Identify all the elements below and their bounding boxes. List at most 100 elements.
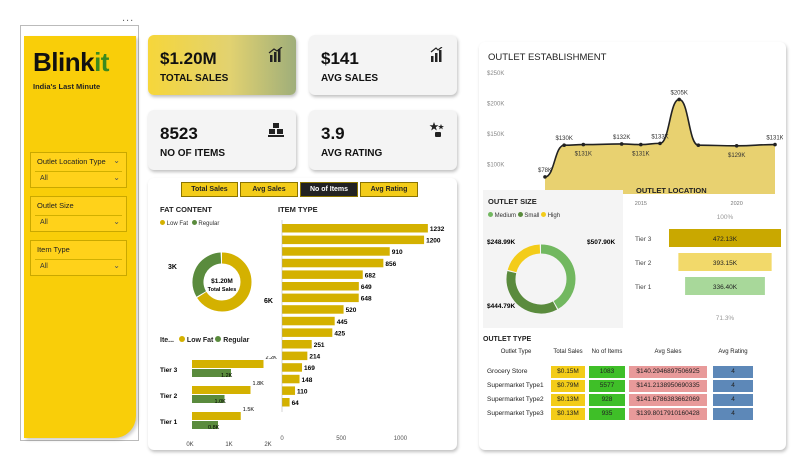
tier-axis-label: Tier 3 (160, 367, 178, 374)
table-cell: $141.2138950690335 (629, 380, 707, 392)
estab-data-label: $131K (632, 152, 649, 158)
tier-bar[interactable] (192, 386, 251, 394)
fat-tier-legend: Ite... Low Fat Regular (160, 336, 249, 344)
table-cell: $0.13M (551, 394, 585, 406)
item-type-bar[interactable] (282, 235, 425, 245)
outlet-size-title: OUTLET SIZE (488, 197, 537, 206)
item-type-bar[interactable] (282, 293, 359, 303)
legend-dot-icon (215, 336, 222, 342)
tab-no-of-items[interactable]: No of Items (300, 182, 358, 197)
estab-data-label: $132K (613, 135, 630, 141)
item-type-bar[interactable] (282, 386, 296, 395)
funnel-bar[interactable] (669, 229, 781, 247)
tier-bar[interactable] (192, 421, 218, 429)
tier-bar-label: 0.8K (208, 425, 220, 431)
estab-point[interactable] (734, 144, 739, 148)
item-type-bar[interactable] (282, 398, 290, 407)
funnel-bar[interactable] (678, 253, 772, 271)
tier-bar[interactable] (192, 369, 231, 377)
legend-dot-icon (517, 212, 523, 217)
item-type-bar[interactable] (282, 224, 428, 233)
funnel-top-pct: 100% (717, 214, 734, 221)
kpi-card-no-of-items: 8523 NO OF ITEMS (148, 110, 296, 170)
outlet-panel: OUTLET ESTABLISHMENT $250K $200K $150K $100… (479, 42, 786, 450)
tier-bar[interactable] (192, 360, 264, 368)
tier-bar-label: 1.5K (243, 407, 255, 413)
table-header-cell: Avg Rating (718, 349, 748, 355)
tier-x-tick: 0K (186, 442, 193, 448)
estab-point[interactable] (562, 143, 566, 147)
legend-label: Medium (494, 213, 517, 219)
estab-point[interactable] (658, 141, 662, 146)
estab-point[interactable] (581, 142, 586, 147)
filter-label: Outlet Size (37, 201, 74, 210)
filter-outlet-size[interactable]: Outlet Size All ⌄ (30, 196, 127, 232)
estab-point[interactable] (543, 175, 547, 179)
estab-data-label: $78K (538, 168, 552, 174)
item-type-title: ITEM TYPE (278, 205, 318, 214)
estab-point[interactable] (639, 142, 643, 147)
more-options-icon[interactable]: ... (122, 12, 135, 24)
legend-label: Low Fat (166, 221, 189, 227)
filter-item-type[interactable]: Item Type All ⌄ (30, 240, 127, 276)
estab-y-tick: $150K (487, 132, 504, 138)
item-type-bar[interactable] (282, 363, 303, 372)
estab-point[interactable] (773, 142, 777, 147)
item-type-bar-label: 649 (361, 284, 372, 291)
item-type-x-tick: 1000 (394, 436, 408, 442)
tab-total-sales[interactable]: Total Sales (181, 182, 238, 197)
donut-slice-medium[interactable] (506, 244, 576, 314)
outlet-establishment-area-chart: $250K$200K$150K$100K$50K$78K$130K$131K$1… (487, 71, 783, 207)
table-cell: 4 (713, 394, 753, 406)
item-type-bar[interactable] (282, 247, 390, 256)
chevron-down-icon[interactable]: ⌄ (113, 173, 120, 182)
item-type-bar-label: 148 (302, 377, 313, 384)
estab-point[interactable] (677, 97, 681, 102)
kpi-value: 3.9 (321, 124, 345, 143)
estab-point[interactable] (696, 143, 701, 147)
funnel-bar-label: 472.13K (713, 236, 738, 243)
filter-outlet-location-type[interactable]: Outlet Location Type ⌄ All ⌄ (30, 152, 127, 188)
estab-point[interactable] (619, 142, 624, 146)
item-type-bar[interactable] (282, 316, 335, 326)
funnel-bar[interactable] (685, 277, 765, 295)
donut-slice-regular[interactable] (189, 249, 255, 315)
chevron-down-icon[interactable]: ⌄ (113, 261, 120, 270)
item-type-bar-label: 682 (365, 272, 376, 279)
filter-divider (35, 171, 122, 172)
filter-value: All (40, 219, 48, 226)
item-type-bar[interactable] (282, 374, 300, 384)
kpi-value: 8523 (160, 124, 198, 143)
item-type-x-tick: 0 (280, 436, 284, 442)
filter-divider (35, 259, 122, 260)
item-type-bar[interactable] (282, 305, 344, 314)
item-type-bar[interactable] (282, 328, 333, 337)
tier-bar[interactable] (192, 395, 225, 403)
item-type-bar[interactable] (282, 351, 308, 361)
funnel-bar-label: 336.40K (713, 284, 738, 291)
filter-divider (35, 215, 122, 216)
chevron-down-icon[interactable]: ⌄ (113, 217, 120, 226)
legend-label: Low Fat (186, 337, 214, 344)
legend-dot-icon (191, 220, 197, 225)
table-cell: 4 (713, 366, 753, 378)
estab-data-label: $133K (651, 134, 668, 140)
tier-bar-label: 1.8K (253, 381, 265, 387)
donut-slice-high[interactable] (504, 242, 578, 316)
estab-data-label: $131K (766, 136, 783, 142)
table-header-cell: No of Items (591, 349, 623, 355)
estab-data-label: $130K (555, 136, 572, 142)
bar-chart-icon (430, 47, 443, 62)
tab-avg-rating[interactable]: Avg Rating (360, 182, 418, 197)
fat-by-tier-bar-chart: Tier 3 2.2K 1.2K Tier 2 1.8K 1.0K Tier 1 1.5K 0.… (160, 356, 277, 448)
tab-avg-sales[interactable]: Avg Sales (240, 182, 298, 197)
donut-slice-low-fat[interactable] (192, 252, 252, 312)
item-type-bar[interactable] (282, 282, 359, 291)
item-type-bar[interactable] (282, 258, 384, 268)
item-type-bar[interactable] (282, 340, 312, 349)
estab-line[interactable] (544, 98, 776, 178)
tier-bar[interactable] (192, 412, 241, 420)
item-type-bar[interactable] (282, 270, 363, 279)
estab-y-tick: $200K (487, 102, 504, 108)
item-type-bar-label: 445 (337, 319, 348, 326)
